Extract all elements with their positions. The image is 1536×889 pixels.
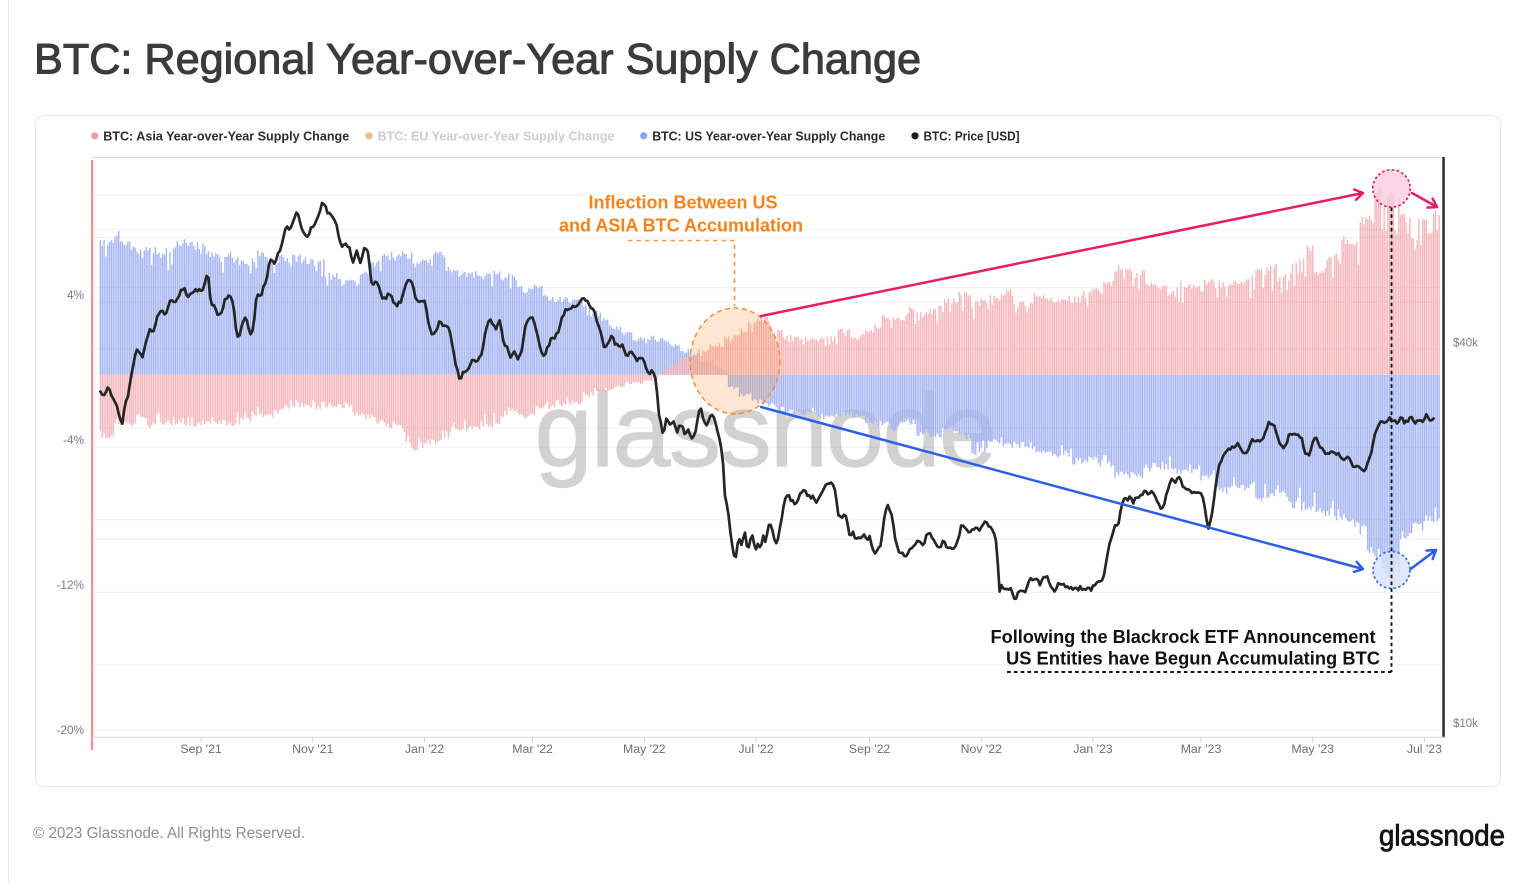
svg-text:$40k: $40k xyxy=(1453,338,1478,350)
svg-text:and ASIA BTC Accumulation: and ASIA BTC Accumulation xyxy=(559,216,803,236)
svg-text:May '22: May '22 xyxy=(623,742,666,756)
svg-text:$10k: $10k xyxy=(1453,718,1478,730)
svg-text:May '23: May '23 xyxy=(1291,742,1334,756)
svg-text:BTC: Asia Year-over-Year Suppl: BTC: Asia Year-over-Year Supply Change xyxy=(103,128,349,143)
svg-text:Jul '22: Jul '22 xyxy=(738,742,773,756)
svg-text:BTC: Regional Year-over-Year S: BTC: Regional Year-over-Year Supply Chan… xyxy=(34,37,921,84)
svg-text:-4%: -4% xyxy=(63,433,84,447)
svg-text:BTC: Price [USD]: BTC: Price [USD] xyxy=(924,128,1020,143)
svg-text:glassnode: glassnode xyxy=(1379,820,1505,853)
svg-text:Sep '22: Sep '22 xyxy=(849,742,890,756)
svg-text:BTC: US Year-over-Year Supply: BTC: US Year-over-Year Supply Change xyxy=(652,128,885,143)
svg-text:© 2023 Glassnode. All Rights R: © 2023 Glassnode. All Rights Reserved. xyxy=(33,825,305,842)
svg-text:-20%: -20% xyxy=(56,723,84,737)
svg-text:Following the Blackrock ETF An: Following the Blackrock ETF Announcement xyxy=(991,626,1376,647)
svg-text:Jul '23: Jul '23 xyxy=(1407,742,1442,756)
svg-text:Mar '22: Mar '22 xyxy=(512,742,553,756)
svg-text:Jan '23: Jan '23 xyxy=(1073,742,1112,756)
svg-text:US Entities have Begun Accumul: US Entities have Begun Accumulating BTC xyxy=(1006,648,1380,669)
svg-text:Sep '21: Sep '21 xyxy=(180,742,221,756)
svg-text:-12%: -12% xyxy=(56,578,84,592)
svg-text:Jan '22: Jan '22 xyxy=(405,742,444,756)
svg-text:Nov '21: Nov '21 xyxy=(292,742,333,756)
svg-text:Mar '23: Mar '23 xyxy=(1181,742,1222,756)
svg-text:Nov '22: Nov '22 xyxy=(961,742,1002,756)
svg-text:4%: 4% xyxy=(67,288,85,302)
svg-text:BTC: EU Year-over-Year Supply: BTC: EU Year-over-Year Supply Change xyxy=(378,128,615,143)
svg-text:Inflection Between US: Inflection Between US xyxy=(588,193,777,213)
